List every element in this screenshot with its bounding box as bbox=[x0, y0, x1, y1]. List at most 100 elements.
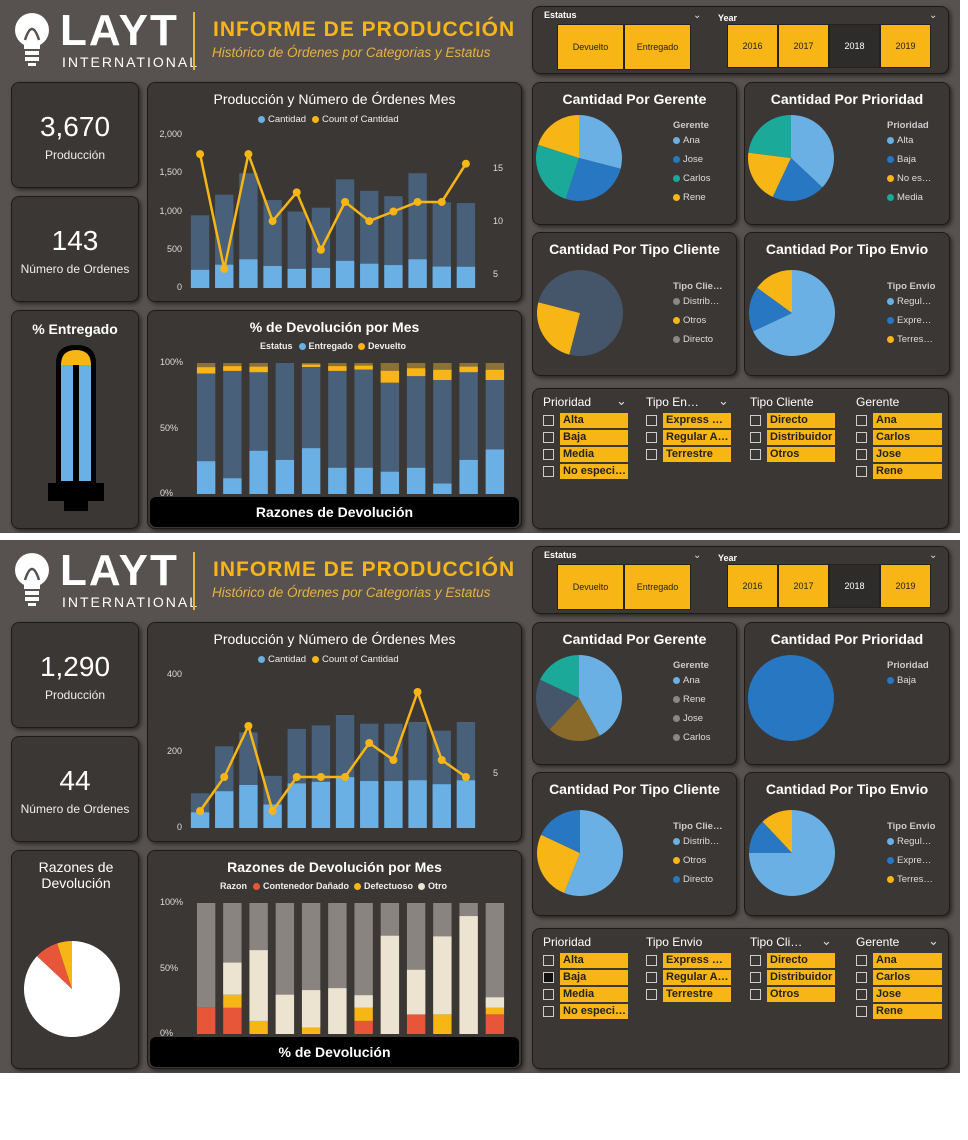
stack-segment-devuelto-inner[interactable] bbox=[459, 366, 478, 373]
chevron-down-icon[interactable]: ⌄ bbox=[718, 393, 729, 408]
slicer-checkbox[interactable] bbox=[646, 415, 657, 426]
stack-segment-entregado-inner[interactable] bbox=[223, 478, 242, 494]
pie-3-slice[interactable] bbox=[541, 810, 580, 853]
chevron-down-icon[interactable]: ⌄ bbox=[821, 933, 832, 948]
year-tile-2016[interactable]: 2016 bbox=[727, 24, 778, 68]
stack-segment-otro[interactable] bbox=[485, 903, 505, 1008]
slicer-checkbox[interactable] bbox=[856, 989, 867, 1000]
count-point[interactable] bbox=[244, 150, 253, 159]
slicer-checkbox[interactable] bbox=[750, 972, 761, 983]
slicer-item[interactable]: Distribuidor bbox=[767, 430, 835, 445]
pie-legend-item[interactable]: Expre… bbox=[887, 855, 931, 866]
pie-1-slice[interactable] bbox=[538, 115, 579, 158]
slicer-item[interactable]: Carlos bbox=[873, 970, 942, 985]
slicer-item[interactable]: Express … bbox=[663, 413, 731, 428]
slicer-checkbox[interactable] bbox=[646, 989, 657, 1000]
count-point[interactable] bbox=[268, 217, 277, 226]
count-point[interactable] bbox=[220, 264, 229, 273]
combo-bar-inner[interactable] bbox=[215, 791, 234, 828]
combo-bar-inner[interactable] bbox=[335, 260, 355, 288]
slicer-checkbox[interactable] bbox=[543, 415, 554, 426]
pie-4-slice[interactable] bbox=[749, 287, 792, 332]
stack-segment-devuelto-inner[interactable] bbox=[433, 369, 452, 381]
count-point[interactable] bbox=[268, 807, 277, 815]
drill-button[interactable]: Razones de Devolución bbox=[150, 497, 519, 527]
chevron-down-icon[interactable]: ⌄ bbox=[616, 393, 627, 408]
stack-segment-entregado[interactable] bbox=[380, 382, 400, 494]
pie-3-slice[interactable] bbox=[537, 834, 580, 893]
stack-segment-entregado-inner[interactable] bbox=[301, 448, 321, 494]
slicer-item[interactable]: Rene bbox=[873, 1004, 942, 1019]
estatus-tile-entregado[interactable]: Entregado bbox=[624, 564, 691, 610]
year-tile-2019[interactable]: 2019 bbox=[880, 564, 931, 608]
count-point[interactable] bbox=[413, 688, 422, 696]
pie-3-slice[interactable] bbox=[537, 302, 580, 355]
combo-bar-inner[interactable] bbox=[384, 265, 403, 288]
combo-bar-inner[interactable] bbox=[190, 269, 210, 288]
combo-bar[interactable] bbox=[456, 203, 476, 288]
pie-1-slice[interactable] bbox=[540, 655, 579, 698]
stack-segment-entregado-inner[interactable] bbox=[485, 449, 505, 494]
slicer-item[interactable]: Jose bbox=[873, 447, 942, 462]
stack-segment-entregado-inner[interactable] bbox=[249, 450, 268, 494]
stack-segment-devuelto-inner[interactable] bbox=[223, 366, 242, 371]
stack-segment-entregado-inner[interactable] bbox=[196, 461, 216, 494]
razones-pie-slice[interactable] bbox=[57, 941, 72, 989]
count-point[interactable] bbox=[365, 739, 374, 747]
chevron-down-icon[interactable]: ⌄ bbox=[929, 10, 938, 21]
razones-pie-slice[interactable] bbox=[24, 941, 121, 1037]
stack-segment-otro-inner[interactable] bbox=[380, 935, 400, 1034]
stack-segment-devuelto-inner[interactable] bbox=[196, 367, 216, 374]
combo-bar-inner[interactable] bbox=[215, 264, 234, 288]
slicer-item[interactable]: Ana bbox=[873, 953, 942, 968]
combo-bar[interactable] bbox=[190, 215, 210, 288]
combo-bar[interactable] bbox=[384, 196, 403, 288]
stack-segment-devuelto-inner[interactable] bbox=[328, 366, 347, 371]
estatus-tile-entregado[interactable]: Entregado bbox=[624, 24, 691, 70]
pie-legend-item[interactable]: Regul… bbox=[887, 836, 931, 847]
pie-2-slice[interactable] bbox=[748, 115, 791, 158]
estatus-tile-devuelto[interactable]: Devuelto bbox=[557, 24, 624, 70]
combo-bar-inner[interactable] bbox=[360, 781, 379, 828]
count-point[interactable] bbox=[220, 773, 229, 781]
stack-segment-devuelto-inner[interactable] bbox=[380, 370, 400, 383]
combo-bar-inner[interactable] bbox=[432, 784, 451, 828]
slicer-checkbox[interactable] bbox=[646, 955, 657, 966]
stack-segment-otro-inner[interactable] bbox=[328, 988, 347, 1034]
pie-legend-item[interactable]: Directo bbox=[673, 334, 713, 345]
slicer-checkbox[interactable] bbox=[856, 955, 867, 966]
stack-segment-contenedor[interactable] bbox=[406, 1014, 426, 1034]
pie-1-slice[interactable] bbox=[579, 115, 622, 169]
stack-segment-contenedor[interactable] bbox=[223, 1007, 242, 1034]
count-point[interactable] bbox=[316, 773, 325, 781]
count-point[interactable] bbox=[389, 207, 398, 216]
stack-segment-entregado-inner[interactable] bbox=[380, 471, 400, 494]
combo-bar-inner[interactable] bbox=[456, 780, 476, 828]
estatus-tile-devuelto[interactable]: Devuelto bbox=[557, 564, 624, 610]
year-tile-2016[interactable]: 2016 bbox=[727, 564, 778, 608]
pie-4-slice[interactable] bbox=[753, 270, 835, 356]
stack-segment-contenedor[interactable] bbox=[485, 1014, 505, 1034]
combo-bar-inner[interactable] bbox=[287, 783, 306, 828]
slicer-checkbox[interactable] bbox=[856, 432, 867, 443]
combo-bar-inner[interactable] bbox=[432, 266, 451, 288]
combo-bar-inner[interactable] bbox=[239, 259, 258, 288]
stack-segment-otro-inner[interactable] bbox=[433, 936, 452, 1015]
pie-legend-item[interactable]: Rene bbox=[673, 192, 706, 203]
count-point[interactable] bbox=[437, 197, 446, 206]
count-point[interactable] bbox=[365, 217, 374, 226]
slicer-item[interactable]: Media bbox=[560, 987, 628, 1002]
pie-1-slice[interactable] bbox=[549, 698, 600, 741]
count-point[interactable] bbox=[437, 756, 446, 764]
pie-legend-item[interactable]: Otros bbox=[673, 315, 706, 326]
stack-segment-otro[interactable] bbox=[196, 903, 216, 1008]
pie-1-slice[interactable] bbox=[579, 655, 622, 736]
stack-segment-devuelto-inner[interactable] bbox=[354, 365, 373, 370]
stack-segment-devuelto-inner[interactable] bbox=[301, 364, 321, 367]
slicer-checkbox[interactable] bbox=[856, 449, 867, 460]
pie-2-slice[interactable] bbox=[748, 655, 834, 741]
slicer-item[interactable]: Jose bbox=[873, 987, 942, 1002]
pie-legend-item[interactable]: Media bbox=[887, 192, 923, 203]
count-point[interactable] bbox=[316, 245, 325, 254]
slicer-checkbox[interactable] bbox=[750, 432, 761, 443]
